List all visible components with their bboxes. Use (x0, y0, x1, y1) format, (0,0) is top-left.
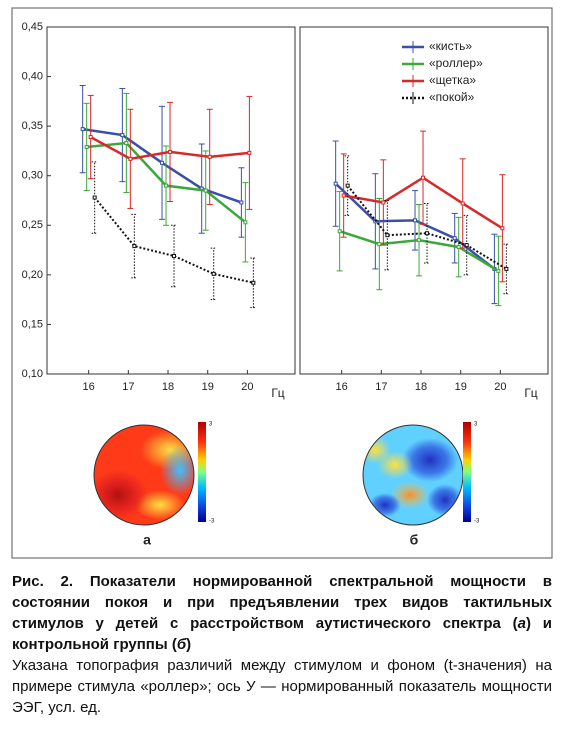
point (203, 188, 208, 193)
caption-title-part: б (176, 636, 187, 653)
x-tick-label: 17 (122, 381, 134, 393)
series-line (346, 185, 507, 270)
series-line (93, 196, 254, 284)
colorbar-max: 3 (209, 422, 213, 428)
x-tick-label: 16 (336, 381, 348, 393)
x-tick-label: 20 (494, 381, 506, 393)
point (385, 233, 390, 238)
topomap-outline (93, 424, 195, 526)
x-tick-label: 18 (415, 381, 427, 393)
point (164, 183, 169, 188)
caption: Рис. 2. Показатели нормированной спектра… (12, 571, 552, 718)
y-tick-label: 0,15 (22, 318, 43, 330)
point (251, 280, 256, 285)
point (120, 133, 125, 138)
point (417, 238, 422, 243)
x-tick-label: 20 (241, 381, 253, 393)
y-tick-label: 0,25 (22, 219, 43, 231)
point (172, 254, 177, 259)
point (239, 200, 244, 205)
panel-label: а (143, 532, 151, 548)
point (504, 266, 509, 271)
x-axis-label: Гц (271, 386, 284, 400)
caption-title-part: Рис. 2. Показатели нормированной спектра… (12, 573, 552, 632)
point (80, 127, 85, 132)
plot-area (299, 26, 549, 375)
colorbar-max: 3 (474, 422, 478, 428)
point (92, 195, 97, 200)
point (377, 242, 382, 247)
point (128, 156, 133, 161)
x-tick-label: 18 (162, 381, 174, 393)
legend-label: «покой» (429, 90, 475, 104)
x-tick-label: 17 (375, 381, 387, 393)
legend-label: «роллер» (429, 56, 483, 70)
point (333, 181, 338, 186)
y-tick-label: 0,10 (22, 368, 43, 380)
point (345, 183, 350, 188)
x-axis-label: Гц (524, 386, 537, 400)
y-tick-label: 0,20 (22, 269, 43, 281)
x-tick-label: 19 (455, 381, 467, 393)
plot-area (46, 26, 296, 375)
legend-label: «кисть» (429, 39, 472, 53)
y-tick-label: 0,40 (22, 70, 43, 82)
panel-label: б (410, 532, 419, 548)
caption-title: Рис. 2. Показатели нормированной спектра… (12, 571, 552, 655)
colorbar (198, 422, 206, 522)
point (337, 229, 342, 234)
colorbar (463, 422, 471, 522)
point (207, 154, 212, 159)
point (421, 175, 426, 180)
point (413, 218, 418, 223)
point (160, 160, 165, 165)
legend-label: «щетка» (429, 73, 476, 87)
caption-title-part: ) и контрольной группы ( (12, 615, 552, 653)
point (247, 150, 252, 155)
x-tick-label: 19 (202, 381, 214, 393)
point (88, 135, 93, 140)
y-tick-label: 0,35 (22, 120, 43, 132)
y-tick-label: 0,30 (22, 170, 43, 182)
point (452, 236, 457, 241)
topomap (94, 425, 194, 525)
colorbar-min: -3 (474, 519, 480, 525)
point (132, 244, 137, 249)
point (381, 200, 386, 205)
point (425, 231, 430, 236)
topomap (363, 425, 463, 525)
y-tick-label: 0,45 (22, 21, 43, 33)
point (84, 144, 89, 149)
point (341, 193, 346, 198)
figure: 3 -3 3 -3 а б 0,10 0,15 0,20 0,25 0,30 0,35 0,… (11, 7, 553, 559)
point (211, 271, 216, 276)
frame (11, 7, 553, 559)
point (456, 245, 461, 250)
caption-title-part: а (517, 615, 526, 632)
caption-title-part: ) (186, 636, 192, 653)
point (124, 140, 129, 145)
caption-text: Указана топография различий между стимул… (12, 657, 552, 716)
point (500, 226, 505, 231)
point (243, 220, 248, 225)
point (460, 201, 465, 206)
colorbar-min: -3 (209, 519, 215, 525)
point (464, 243, 469, 248)
point (168, 149, 173, 154)
point (496, 268, 501, 273)
x-tick-label: 16 (83, 381, 95, 393)
